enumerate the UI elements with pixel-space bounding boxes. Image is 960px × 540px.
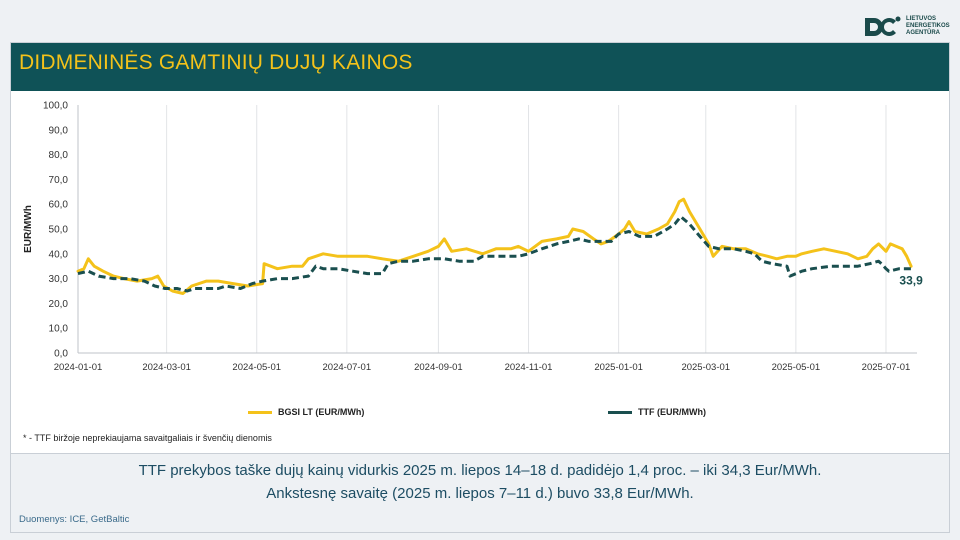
x-tick-label: 2024-03-01	[142, 362, 191, 373]
legend-item-bgsi: BGSI LT (EUR/MWh)	[248, 407, 364, 417]
agency-logo: LIETUVOS ENERGETIKOS AGENTŪRA	[862, 14, 952, 40]
legend-swatch-ttf	[608, 411, 632, 415]
y-tick-label: 90,0	[49, 125, 69, 136]
series-line-bgsi	[76, 197, 913, 295]
y-tick-label: 0,0	[54, 349, 68, 360]
x-tick-label: 2024-11-01	[505, 362, 553, 373]
y-tick-label: 80,0	[49, 150, 69, 161]
y-tick-label: 40,0	[49, 249, 69, 260]
y-tick-label: 10,0	[49, 324, 69, 335]
x-tick-label: 2024-07-01	[323, 362, 372, 373]
series-line-ttf	[77, 215, 912, 293]
footnote: * - TTF biržoje neprekiaujama savaitgali…	[23, 433, 272, 443]
legend-label-ttf: TTF (EUR/MWh)	[638, 407, 706, 417]
price-chart: 2024-01-01 2024-03-01 2024-05-01 2024-07-01…	[23, 101, 923, 374]
chart-panel: DIDMENINĖS GAMTINIŲ DUJŲ KAINOS 2024-01-…	[10, 42, 950, 533]
y-tick-label: 50,0	[49, 225, 69, 236]
logo-mark-icon	[865, 16, 901, 36]
x-tick-label: 2025-05-01	[772, 362, 821, 373]
legend-label-bgsi: BGSI LT (EUR/MWh)	[278, 407, 365, 417]
chart-legend: BGSI LT (EUR/MWh) TTF (EUR/MWh)	[11, 403, 949, 427]
x-tick-label: 2025-01-01	[594, 362, 643, 373]
legend-swatch-bgsi	[248, 411, 272, 415]
summary-line-1: TTF prekybos taške dujų kainų vidurkis 2…	[138, 462, 822, 479]
y-axis-title: EUR/MWh	[23, 205, 34, 253]
page-title: DIDMENINĖS GAMTINIŲ DUJŲ KAINOS	[19, 51, 413, 74]
summary-line-2: Ankstesnę savaitę (2025 m. liepos 7–11 d…	[266, 485, 694, 502]
logo-line: ENERGETIKOS	[906, 23, 950, 29]
y-tick-label: 30,0	[49, 274, 69, 285]
title-bar: DIDMENINĖS GAMTINIŲ DUJŲ KAINOS	[11, 43, 949, 91]
logo-line: AGENTŪRA	[906, 30, 940, 36]
end-value-label: 33,9	[899, 274, 923, 288]
data-source: Duomenys: ICE, GetBaltic	[19, 514, 130, 525]
y-tick-label: 70,0	[49, 175, 69, 186]
legend-item-ttf: TTF (EUR/MWh)	[608, 407, 706, 417]
y-tick-label: 100,0	[43, 101, 68, 112]
logo-text: LIETUVOS ENERGETIKOS AGENTŪRA	[906, 16, 950, 37]
logo-line: LIETUVOS	[906, 16, 937, 22]
summary-box: TTF prekybos taške dujų kainų vidurkis 2…	[10, 453, 950, 533]
x-tick-label: 2024-01-01	[54, 362, 103, 373]
y-tick-label: 20,0	[49, 299, 69, 310]
x-tick-label: 2025-03-01	[681, 362, 730, 373]
x-tick-label: 2024-09-01	[414, 362, 463, 373]
x-tick-label: 2024-05-01	[232, 362, 281, 373]
x-tick-label: 2025-07-01	[862, 362, 911, 373]
y-tick-label: 60,0	[49, 200, 69, 211]
